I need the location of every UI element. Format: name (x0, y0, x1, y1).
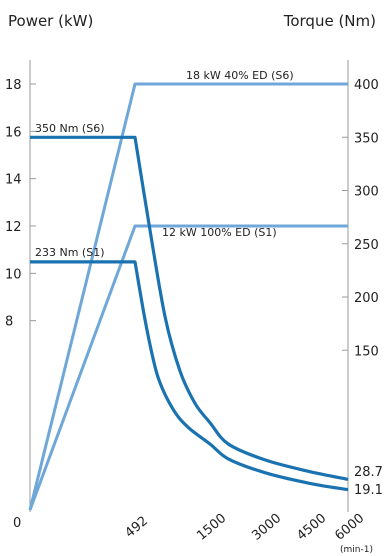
left-tick-label: 10 (5, 267, 22, 282)
x-tick-label: 1500 (194, 511, 229, 544)
left-tick-label: 14 (5, 173, 22, 188)
x-axis-unit: (min-1) (340, 545, 373, 555)
series-label: 233 Nm (S1) (35, 246, 105, 259)
x-tick-group: 492 1500 3000 4500 6000 (122, 511, 367, 544)
series-label: 12 kW 100% ED (S1) (162, 226, 277, 239)
left-tick-label: 8 (5, 315, 13, 330)
x-origin-label: 0 (13, 516, 21, 531)
series-label: 18 kW 40% ED (S6) (186, 69, 294, 82)
axes (29, 60, 349, 512)
torque-curve-line (30, 260, 349, 492)
right-tick-label: 350 (354, 131, 379, 146)
x-tick-label: 4500 (294, 511, 329, 544)
right-tick-label: 250 (354, 238, 379, 253)
left-tick-label: 16 (5, 125, 22, 140)
series-group (28, 82, 349, 511)
right-tick-label: 300 (354, 185, 379, 200)
x-tick-label: 6000 (332, 511, 367, 544)
left-axis-title: Power (kW) (8, 12, 93, 30)
series-label-group: 18 kW 40% ED (S6) 12 kW 100% ED (S1) 350 N… (35, 69, 294, 259)
power-curve-line (28, 82, 348, 511)
torque-curve-line (30, 135, 349, 481)
right-axis-title: Torque (Nm) (283, 12, 376, 30)
right-end-label-top: 28.7 (354, 465, 383, 480)
x-tick-label: 3000 (249, 511, 284, 544)
left-tick-group: 8 10 12 14 16 18 (5, 78, 36, 330)
x-tick-label: 492 (122, 514, 151, 541)
right-tick-group: 150 200 250 300 350 400 (342, 78, 379, 359)
right-tick-label: 150 (354, 344, 379, 359)
right-tick-label: 200 (354, 291, 379, 306)
right-tick-label: 400 (354, 78, 379, 93)
right-end-label-bottom: 19.1 (354, 483, 383, 498)
series-label: 350 Nm (S6) (35, 122, 105, 135)
left-tick-label: 18 (5, 78, 22, 93)
power-curve-line (28, 224, 348, 511)
left-tick-label: 12 (5, 220, 22, 235)
